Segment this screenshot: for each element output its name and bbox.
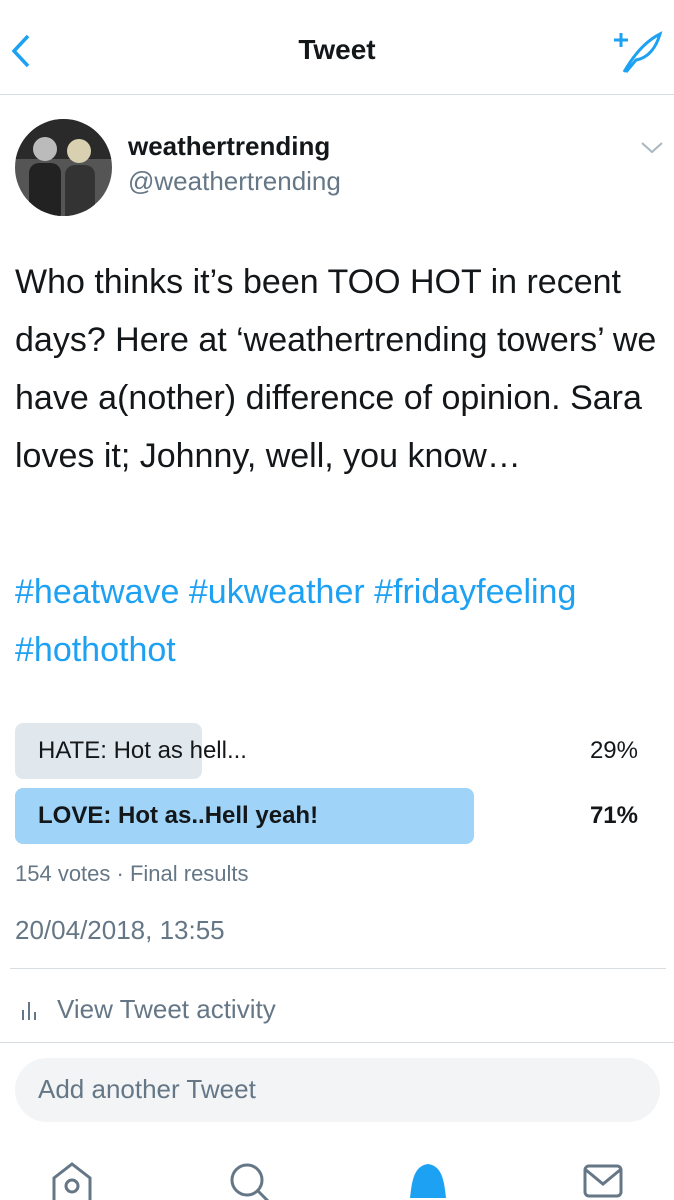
avatar[interactable] bbox=[15, 119, 112, 216]
user-name[interactable]: weathertrending bbox=[128, 131, 331, 161]
search-tab[interactable] bbox=[230, 1163, 270, 1200]
notifications-tab[interactable] bbox=[410, 1164, 446, 1198]
poll-option: LOVE: Hot as..Hell yeah! bbox=[38, 802, 319, 829]
activity-icon bbox=[22, 1002, 36, 1020]
hashtags[interactable]: #heatwave #ukweather #fridayfeeling #hot… bbox=[15, 573, 577, 669]
poll-bar bbox=[15, 723, 203, 779]
poll-percent: 29% bbox=[589, 737, 638, 764]
activity-link[interactable]: View Tweet activity bbox=[57, 994, 276, 1024]
poll-meta: 154 votes · Final results bbox=[15, 861, 249, 886]
timestamp: 20/04/2018, 13:55 bbox=[15, 915, 225, 945]
poll-percent: 71% bbox=[589, 802, 638, 829]
reply-placeholder[interactable]: Add another Tweet bbox=[38, 1074, 256, 1104]
poll-bar bbox=[15, 788, 474, 844]
back-button[interactable] bbox=[8, 32, 38, 70]
header-title: Tweet bbox=[298, 34, 376, 65]
user-handle[interactable]: @weathertrending bbox=[128, 166, 341, 196]
compose-button[interactable] bbox=[610, 28, 666, 78]
tweet-text: Who thinks it’s been TOO HOT in recent d… bbox=[15, 263, 657, 475]
poll-option: HATE: Hot as hell... bbox=[38, 737, 247, 764]
home-tab[interactable] bbox=[52, 1162, 92, 1200]
messages-tab[interactable] bbox=[583, 1164, 623, 1198]
tab-bar bbox=[52, 1162, 623, 1200]
more-menu[interactable] bbox=[640, 140, 664, 156]
reply-input[interactable] bbox=[15, 1058, 660, 1122]
